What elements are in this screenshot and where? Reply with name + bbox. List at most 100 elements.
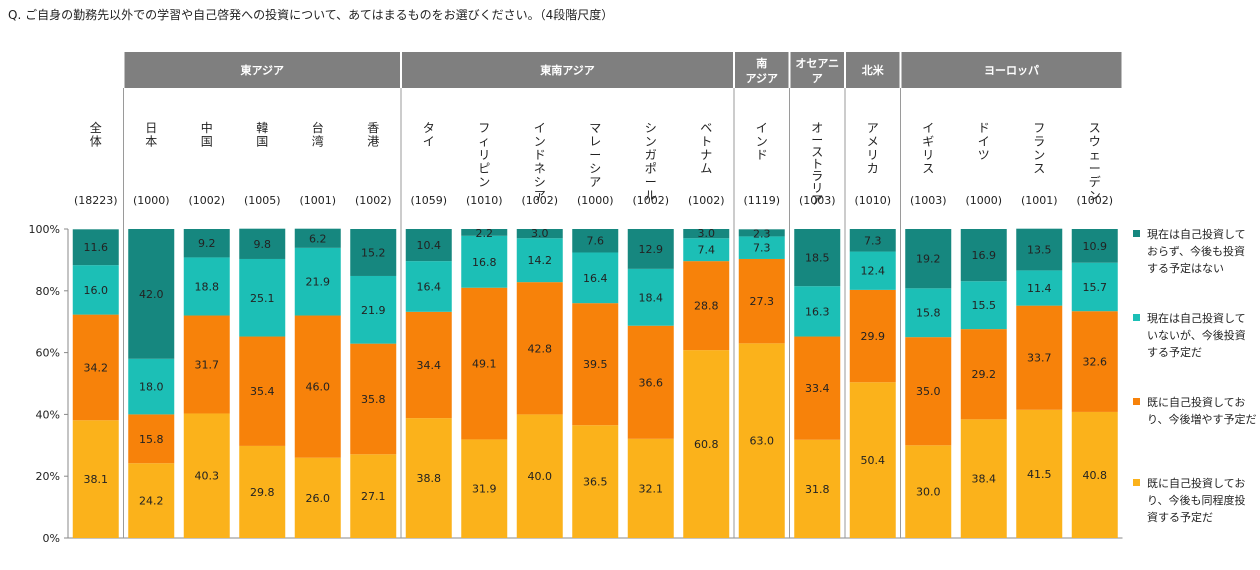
bar-segment <box>627 268 674 326</box>
data-label: 38.8 <box>417 472 442 485</box>
category-label: 本 <box>145 135 157 149</box>
region-header <box>735 52 789 88</box>
data-label: 12.9 <box>639 243 664 256</box>
sample-size-label: (1005) <box>244 194 281 207</box>
bar-segment <box>1071 262 1118 312</box>
category-label: ド <box>534 148 546 162</box>
category-label: リ <box>922 148 934 162</box>
category-label: 国 <box>201 135 213 149</box>
data-label: 16.3 <box>805 305 830 318</box>
sample-size-label: (1001) <box>1021 194 1058 207</box>
category-label: ア <box>811 193 823 207</box>
region-header <box>124 52 400 88</box>
bar-segment <box>794 336 841 440</box>
data-label: 21.9 <box>306 276 331 289</box>
bar-segment <box>294 228 341 248</box>
bar-segment <box>683 238 730 262</box>
category-label: イ <box>534 121 546 135</box>
data-label: 31.9 <box>472 483 497 496</box>
data-label: 7.3 <box>864 234 882 247</box>
data-label: 35.4 <box>250 385 275 398</box>
category-label: ガ <box>645 148 657 162</box>
sample-size-label: (1000) <box>577 194 614 207</box>
region-label: アジア <box>745 72 778 85</box>
bar-segment <box>294 457 341 538</box>
category-label: ン <box>645 135 657 149</box>
data-label: 63.0 <box>750 435 775 448</box>
category-label: ア <box>867 121 879 135</box>
data-label: 49.1 <box>472 358 497 371</box>
data-label: 33.4 <box>805 382 830 395</box>
data-label: 38.1 <box>84 473 109 486</box>
bar-segment <box>516 414 563 538</box>
data-label: 34.4 <box>417 359 442 372</box>
bar-segment <box>572 252 619 304</box>
data-label: 32.6 <box>1083 356 1108 369</box>
data-label: 40.3 <box>195 470 220 483</box>
bar-segment <box>1071 311 1118 412</box>
sample-size-label: (1002) <box>1076 194 1113 207</box>
category-label: ド <box>978 121 990 135</box>
data-label: 18.8 <box>195 280 220 293</box>
region-label: 南 <box>756 56 767 70</box>
legend-swatch <box>1133 314 1140 321</box>
data-label: 2.3 <box>753 227 771 240</box>
bar-segment <box>572 425 619 538</box>
data-label: 28.8 <box>694 300 719 313</box>
sample-size-label: (1003) <box>799 194 836 207</box>
bar-segment <box>516 229 563 239</box>
region-label: 北米 <box>862 63 885 77</box>
category-label: シ <box>534 175 546 189</box>
category-label: フ <box>1033 121 1045 135</box>
category-label: ト <box>700 135 712 149</box>
data-label: 15.8 <box>139 433 164 446</box>
category-label: リ <box>478 148 490 162</box>
category-label: ア <box>534 189 546 203</box>
category-label: オ <box>811 121 823 135</box>
bar-segment <box>72 420 119 538</box>
data-label: 40.8 <box>1083 469 1108 482</box>
data-label: 11.4 <box>1027 282 1052 295</box>
data-label: 29.8 <box>250 486 275 499</box>
data-label: 40.0 <box>528 470 553 483</box>
bar-segment <box>72 229 119 266</box>
category-label: タ <box>423 121 435 135</box>
bar-segment <box>572 303 619 426</box>
category-label: ド <box>756 148 768 162</box>
region-label: ア <box>812 72 823 85</box>
category-label: ネ <box>534 162 546 176</box>
region-label: 東南アジア <box>540 63 595 77</box>
category-label: リ <box>811 181 823 195</box>
category-label: ー <box>645 175 657 189</box>
bar-segment <box>461 229 508 236</box>
bar-segment <box>683 261 730 351</box>
category-label: 韓 <box>256 121 268 135</box>
bar-segment <box>794 439 841 538</box>
bar-segment <box>627 438 674 538</box>
bar-segment <box>738 258 785 344</box>
bar-segment <box>461 287 508 440</box>
data-label: 46.0 <box>306 381 331 394</box>
data-label: 7.6 <box>587 235 605 248</box>
category-label: レ <box>589 135 601 149</box>
region-header <box>790 52 844 88</box>
data-label: 14.2 <box>528 254 553 267</box>
category-label: ベ <box>700 121 712 135</box>
category-label: 台 <box>312 120 324 135</box>
data-label: 38.4 <box>972 473 997 486</box>
bar-segment <box>405 311 452 419</box>
bar-segment <box>461 439 508 538</box>
legend-label: いないが、今後投資 <box>1147 328 1246 342</box>
bar-segment <box>516 282 563 415</box>
bar-segment <box>627 229 674 269</box>
sample-size-label: (1000) <box>965 194 1002 207</box>
data-label: 16.8 <box>472 256 497 269</box>
legend-label: 資する予定だ <box>1147 510 1213 524</box>
category-label: イ <box>922 121 934 135</box>
data-label: 10.9 <box>1083 240 1108 253</box>
category-label: ナ <box>700 148 712 162</box>
data-label: 16.4 <box>417 280 442 293</box>
data-label: 7.3 <box>753 242 771 255</box>
bar-segment <box>239 258 286 337</box>
sample-size-label: (1002) <box>188 194 225 207</box>
